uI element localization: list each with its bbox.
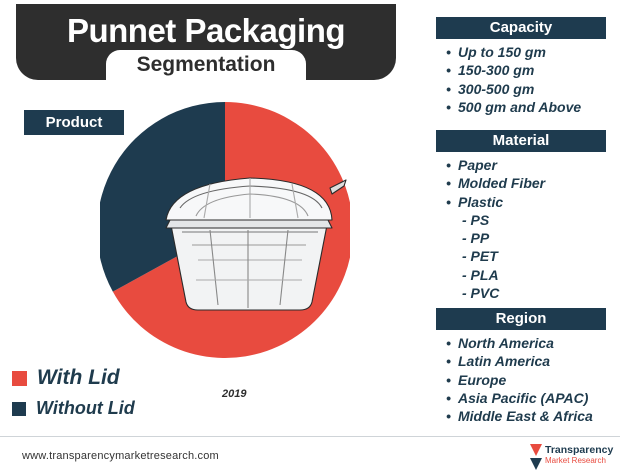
- list-item: • North America: [446, 335, 554, 351]
- list-item: • Molded Fiber: [446, 175, 546, 192]
- title-banner: Punnet Packaging Market Segmentation: [16, 4, 396, 82]
- legend-swatch-without-lid: [12, 401, 26, 416]
- list-item: - PS: [462, 211, 490, 228]
- list-item: - PVC: [462, 285, 500, 302]
- capacity-list: • Up to 150 gm • 150-300 gm • 300-500 gm • 5…: [446, 43, 581, 116]
- list-item: • 500 gm and Above: [446, 98, 582, 115]
- legend-label-without-lid: Without Lid: [36, 398, 135, 418]
- page-subtitle: Segmentation: [106, 50, 306, 80]
- legend-item-with-lid: With Lid: [12, 366, 120, 390]
- region-header: Region: [436, 308, 606, 330]
- list-item: • Middle East & Africa: [446, 408, 593, 425]
- product-label: Product: [24, 110, 124, 135]
- website-link[interactable]: www.transparencymarketresearch.com: [22, 450, 219, 462]
- footer-divider: [0, 436, 620, 437]
- company-logo: Transparency Market Research: [530, 444, 613, 470]
- legend-item-without-lid: Without Lid: [12, 398, 135, 419]
- list-item: • Latin America: [446, 353, 551, 370]
- legend-swatch-with-lid: [12, 370, 27, 386]
- chart-year-label: 2019: [222, 388, 247, 400]
- pie-chart: [100, 102, 350, 358]
- logo-text-line1: Transparency: [545, 444, 613, 456]
- list-item: • 300-500 gm: [446, 80, 535, 97]
- list-item: - PLA: [462, 266, 499, 283]
- legend-label-with-lid: With Lid: [37, 366, 120, 389]
- material-list: • Paper • Molded Fiber • Plastic - PS - PP …: [446, 156, 545, 302]
- list-item: • Paper: [446, 157, 497, 173]
- region-list: • North America • Latin America • Europe • A…: [446, 334, 593, 425]
- list-item: - PP: [462, 230, 490, 247]
- punnet-container-illustration: [165, 177, 347, 311]
- material-header: Material: [436, 130, 606, 152]
- logo-text-line2: Market Research: [545, 456, 606, 465]
- list-item: • Europe: [446, 371, 507, 388]
- list-item: • Plastic: [446, 193, 504, 210]
- list-item: - PET: [462, 248, 498, 265]
- list-item: • Asia Pacific (APAC): [446, 389, 589, 406]
- capacity-header: Capacity: [436, 17, 606, 39]
- list-item: • Up to 150 gm: [446, 44, 546, 60]
- list-item: • 150-300 gm: [446, 62, 535, 79]
